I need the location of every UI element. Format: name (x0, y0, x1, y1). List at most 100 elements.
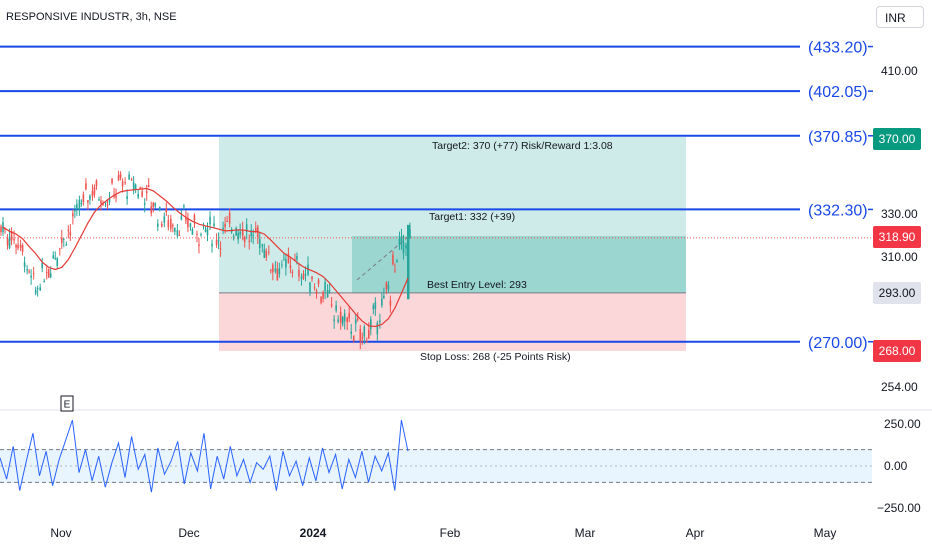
x-axis-label: Dec (178, 526, 199, 540)
candle-body (237, 233, 239, 240)
candle-body (317, 280, 320, 285)
x-axis-label: Feb (440, 526, 461, 540)
candle-body (23, 262, 26, 267)
candle-body (111, 178, 113, 184)
level-label: (433.20) (808, 40, 868, 57)
candle-body (160, 223, 163, 227)
candle-body (328, 290, 331, 292)
y-axis-tick: 330.00 (881, 207, 918, 221)
candle-body (387, 284, 390, 290)
candle-body (405, 245, 407, 249)
candle-body (281, 264, 283, 266)
price-badge (873, 226, 921, 248)
candle-body (278, 268, 281, 275)
candle-body (289, 265, 292, 269)
annotation-target1: Target1: 332 (+39) (429, 211, 515, 223)
candle-body (85, 183, 87, 190)
candle-body (228, 212, 231, 224)
candle-body (152, 202, 155, 208)
candle-body (245, 224, 248, 232)
candle-body (54, 258, 57, 260)
candle-body (213, 223, 215, 227)
candle-body (8, 236, 11, 249)
candle-body (276, 268, 279, 281)
level-label: (370.85) (808, 129, 868, 146)
candle-body (335, 305, 337, 311)
candle-body (100, 200, 102, 204)
candle-body (60, 237, 63, 243)
candle-body (67, 229, 70, 231)
candle-body (47, 268, 50, 278)
price-badge-label: 318.90 (879, 230, 916, 244)
candle-body (209, 216, 211, 225)
symbol-title: RESPONSIVE INDUSTR, 3h, NSE (6, 11, 177, 23)
candle-body (69, 231, 72, 236)
level-label: (332.30) (808, 202, 868, 219)
candle-body (62, 238, 65, 240)
candle-body (374, 302, 377, 309)
y-axis-tick: 410.00 (881, 64, 918, 78)
candle-body (98, 199, 100, 201)
candle-body (304, 274, 307, 276)
candle-body (385, 282, 388, 290)
candle-body (41, 262, 43, 269)
price-badge-label: 293.00 (879, 286, 916, 300)
candle-body (49, 273, 52, 278)
candle-body (134, 184, 137, 190)
candle-body (15, 244, 17, 248)
candle-body (6, 238, 9, 246)
moving-average-line (2, 187, 409, 328)
candle-body (19, 244, 22, 248)
annotation-target2: Target2: 370 (+77) Risk/Reward 1:3.08 (432, 140, 613, 152)
candle-body (400, 236, 403, 242)
candle-body (352, 335, 355, 341)
candle-body (21, 245, 24, 252)
candle-body (163, 216, 166, 223)
y-axis-tick: 310.00 (881, 250, 918, 264)
level-label: (402.05) (808, 84, 868, 101)
candle-body (232, 236, 235, 238)
candle-body (294, 259, 296, 261)
candle-body (102, 203, 104, 206)
profit-zone (219, 137, 686, 293)
candle-body (45, 272, 48, 274)
price-badge (873, 282, 921, 304)
annotation-entry: Best Entry Level: 293 (427, 279, 527, 291)
candle-body (91, 191, 94, 197)
candle-body (287, 253, 290, 264)
candle-body (30, 275, 32, 278)
candle-body (200, 234, 202, 236)
price-badge-label: 370.00 (879, 132, 916, 146)
candle-body (43, 280, 45, 283)
candle-body (258, 238, 261, 249)
candle-body (211, 243, 213, 247)
candle-body (248, 240, 251, 242)
candle-body (185, 217, 187, 221)
candle-body (348, 312, 351, 319)
candle-body (150, 206, 153, 214)
price-badge (873, 128, 921, 150)
candle-body (121, 181, 124, 187)
candle-body (139, 187, 141, 190)
candle-body (93, 187, 96, 195)
candle-body (56, 258, 59, 266)
candle-body (396, 260, 398, 263)
candle-body (65, 244, 68, 246)
candle-body (178, 234, 181, 236)
candle-body (36, 287, 39, 289)
currency-selector[interactable]: INR (876, 6, 924, 28)
candle-body (341, 316, 344, 325)
candle-body (124, 181, 126, 183)
candle-body (366, 341, 368, 343)
candle-body (268, 251, 270, 253)
candle-body (52, 255, 55, 259)
candle-body (270, 270, 272, 272)
candle-body (128, 174, 130, 180)
candle-body (337, 319, 339, 322)
candle-body (106, 204, 109, 206)
candle-body (226, 220, 228, 222)
candle-body (330, 304, 333, 307)
candle-body (204, 229, 207, 232)
candle-body (222, 227, 224, 230)
